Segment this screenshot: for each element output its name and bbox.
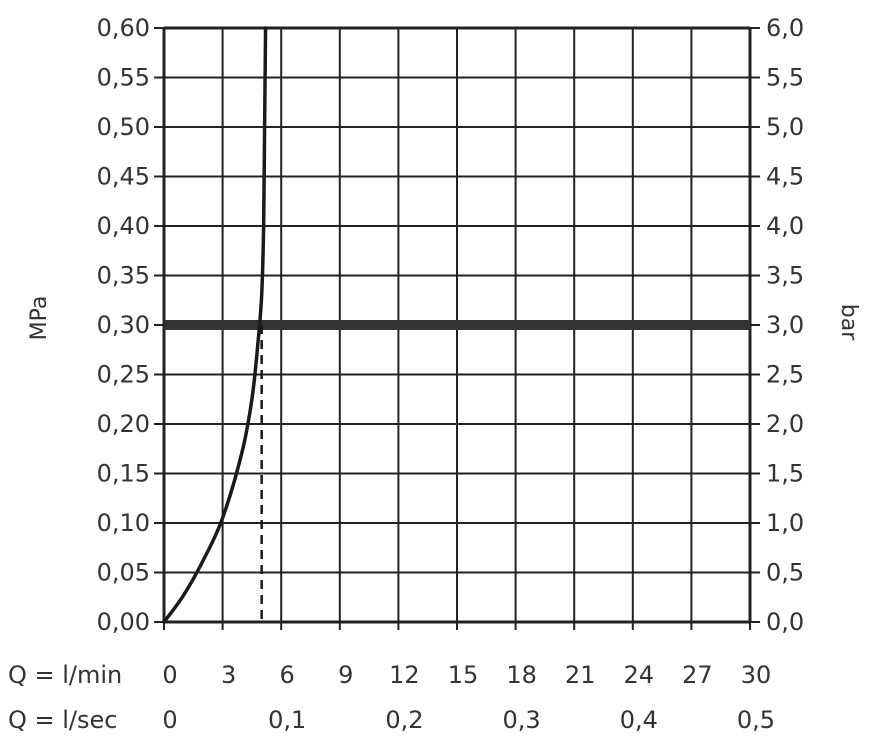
x-min-tick-label: 6 <box>280 661 295 689</box>
left-axis-label: MPa <box>27 296 52 341</box>
left-tick-label: 0,60 <box>97 14 150 42</box>
left-tick-label: 0,45 <box>97 163 150 191</box>
x-min-tick-label: 21 <box>565 661 596 689</box>
x-axis-sec-label: Q = l/sec <box>8 706 117 734</box>
right-tick-label: 6,0 <box>766 14 804 42</box>
left-tick-label: 0,15 <box>97 460 150 488</box>
x-min-tick-label: 3 <box>221 661 236 689</box>
left-tick-label: 0,55 <box>97 64 150 92</box>
tick-labels: 0,000,050,100,150,200,250,300,350,400,45… <box>97 14 805 734</box>
right-axis-label: bar <box>836 304 861 341</box>
right-tick-label: 1,5 <box>766 460 804 488</box>
x-sec-tick-label: 0,4 <box>620 706 658 734</box>
x-min-tick-label: 24 <box>624 661 655 689</box>
x-min-tick-label: 27 <box>682 661 713 689</box>
left-tick-label: 0,10 <box>97 509 150 537</box>
left-tick-label: 0,35 <box>97 262 150 290</box>
x-axis-min-label: Q = l/min <box>8 661 122 689</box>
x-min-tick-label: 15 <box>448 661 479 689</box>
right-tick-label: 4,0 <box>766 212 804 240</box>
left-tick-label: 0,00 <box>97 608 150 636</box>
right-tick-label: 4,5 <box>766 163 804 191</box>
right-tick-label: 3,0 <box>766 311 804 339</box>
x-sec-tick-label: 0 <box>162 706 177 734</box>
right-tick-label: 0,5 <box>766 559 804 587</box>
x-min-tick-label: 30 <box>741 661 772 689</box>
x-sec-tick-label: 0,1 <box>268 706 306 734</box>
right-tick-label: 1,0 <box>766 509 804 537</box>
right-tick-label: 0,0 <box>766 608 804 636</box>
flow-curve <box>162 26 268 624</box>
x-min-tick-label: 12 <box>389 661 420 689</box>
x-min-tick-label: 0 <box>162 661 177 689</box>
left-tick-label: 0,20 <box>97 410 150 438</box>
x-sec-tick-label: 0,3 <box>503 706 541 734</box>
left-tick-label: 0,05 <box>97 559 150 587</box>
reference-line-layer <box>164 320 750 622</box>
x-min-tick-label: 9 <box>338 661 353 689</box>
left-tick-label: 0,30 <box>97 311 150 339</box>
x-min-tick-label: 18 <box>506 661 537 689</box>
left-tick-label: 0,40 <box>97 212 150 240</box>
right-tick-label: 5,5 <box>766 64 804 92</box>
right-tick-label: 3,5 <box>766 262 804 290</box>
right-tick-label: 2,0 <box>766 410 804 438</box>
x-sec-tick-label: 0,5 <box>737 706 775 734</box>
curve-layer <box>162 26 268 624</box>
x-sec-tick-label: 0,2 <box>385 706 423 734</box>
left-tick-label: 0,50 <box>97 113 150 141</box>
left-tick-label: 0,25 <box>97 361 150 389</box>
right-tick-label: 2,5 <box>766 361 804 389</box>
right-tick-label: 5,0 <box>766 113 804 141</box>
